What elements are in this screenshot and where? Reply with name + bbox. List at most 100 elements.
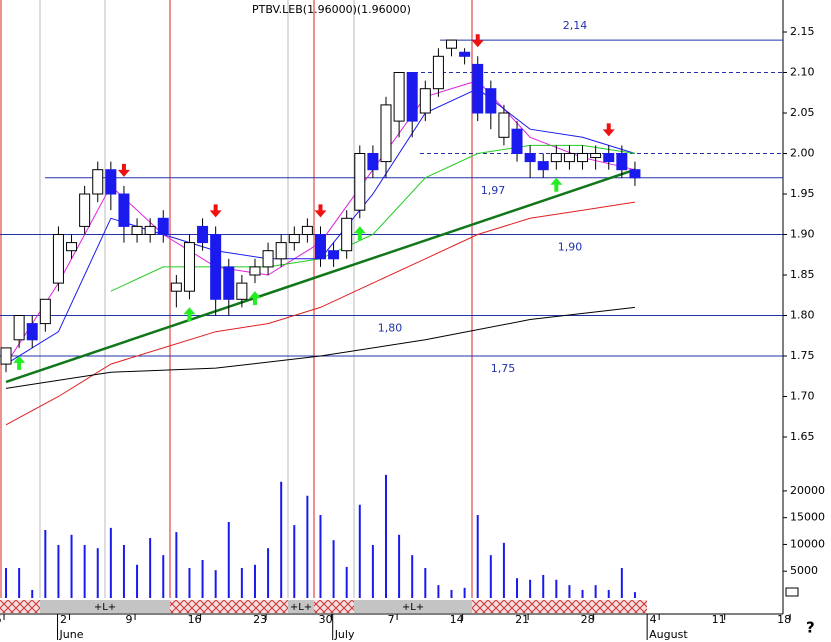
candle-body — [590, 153, 602, 159]
vertical-guides — [0, 0, 473, 598]
candle-body — [459, 51, 471, 57]
candle-body — [367, 153, 379, 171]
candle-body — [550, 153, 562, 163]
candle-body — [432, 55, 444, 90]
y-tick-label: 1.75 — [790, 349, 815, 362]
candle-body — [472, 63, 484, 114]
candle-body — [157, 217, 169, 236]
sell-arrow — [602, 123, 615, 137]
candle-body — [406, 72, 418, 122]
y-tick-label: 1.90 — [790, 228, 815, 241]
candle-body — [79, 193, 91, 227]
x-tick-label: 16 — [188, 613, 202, 626]
moving-average — [110, 144, 636, 292]
candle-body — [524, 153, 536, 163]
month-label: June — [59, 628, 84, 641]
sell-arrow — [471, 34, 484, 48]
help-icon[interactable]: ? — [806, 619, 815, 637]
candle-body — [341, 217, 353, 252]
volume-tick-label: 20000 — [790, 484, 825, 497]
sell-arrow — [314, 204, 327, 218]
candle-body — [393, 72, 405, 122]
volume-tick-label: 5000 — [790, 564, 818, 577]
candle-body — [262, 250, 274, 268]
level-label: 1,90 — [558, 241, 583, 254]
x-tick-label: 14 — [450, 613, 464, 626]
candle-body — [301, 225, 313, 235]
x-tick-label: 6 — [0, 613, 2, 626]
x-tick-label: 9 — [126, 613, 133, 626]
y-tick-label: 1.85 — [790, 268, 815, 281]
y-tick-label: 2.00 — [790, 147, 815, 160]
candle-body — [328, 250, 340, 260]
candle-body — [249, 266, 261, 276]
band-label: +L+ — [402, 602, 424, 613]
candle-body — [197, 225, 209, 244]
band-label: +L+ — [94, 602, 116, 613]
signal-band: +L+ +L+ +L+ — [0, 600, 647, 613]
candle-body — [629, 169, 641, 179]
candle-body — [511, 128, 523, 154]
candle-body — [26, 323, 38, 341]
candle-body — [66, 242, 78, 252]
moving-average — [5, 306, 636, 389]
moving-average — [5, 201, 636, 426]
sell-arrow — [117, 163, 130, 177]
x-tick-label: 28 — [581, 613, 595, 626]
chart-title: PTBV.LEB(1.96000)(1.96000) — [252, 3, 411, 16]
level-label: 1,80 — [378, 322, 403, 335]
candle-body — [92, 169, 104, 195]
candle-body — [13, 315, 25, 341]
scroll-box[interactable] — [785, 587, 799, 597]
band-label: +L+ — [290, 602, 312, 613]
x-tick-label: 11 — [712, 613, 726, 626]
candle-body — [603, 153, 615, 163]
buy-arrow — [13, 355, 26, 370]
candle-body — [419, 88, 431, 114]
x-tick-label: 30 — [319, 613, 333, 626]
y-tick-label: 2.05 — [790, 106, 815, 119]
y-tick-label: 1.65 — [790, 430, 815, 443]
candle-body — [563, 153, 575, 163]
candle-body — [223, 266, 235, 300]
y-tick-label: 1.80 — [790, 309, 815, 322]
level-label: 1,97 — [481, 184, 506, 197]
candle-body — [236, 282, 248, 300]
candle-body — [131, 225, 143, 235]
buy-arrow — [550, 177, 563, 192]
candle-body — [39, 298, 51, 325]
trend-line — [5, 168, 636, 384]
candle-body — [52, 234, 64, 284]
moving-average — [5, 80, 636, 365]
candle-body — [537, 161, 549, 171]
y-tick-label: 1.95 — [790, 187, 815, 200]
x-tick-label: 18 — [777, 613, 791, 626]
x-tick-label: 4 — [650, 613, 657, 626]
candle-body — [485, 88, 497, 114]
month-label: July — [334, 628, 355, 641]
x-tick-label: 23 — [253, 613, 267, 626]
candle-body — [118, 193, 130, 227]
candle-body — [0, 347, 12, 365]
candle-body — [144, 225, 156, 235]
volume-tick-label: 15000 — [790, 511, 825, 524]
x-tick-label: 21 — [515, 613, 529, 626]
candle-body — [577, 153, 589, 163]
candle-body — [314, 234, 326, 260]
candle-body — [288, 234, 300, 244]
candle-body — [380, 104, 392, 163]
buy-arrow — [183, 307, 196, 322]
month-label: August — [649, 628, 688, 641]
candle-body — [105, 169, 117, 195]
buy-arrow — [248, 291, 261, 306]
level-label: 2,14 — [563, 19, 588, 32]
sell-arrow — [209, 204, 222, 218]
candle-body — [170, 282, 182, 292]
y-tick-label: 2.10 — [790, 66, 815, 79]
x-tick-label: 2 — [60, 613, 67, 626]
level-label: 1,75 — [491, 362, 516, 375]
candle-body — [616, 153, 628, 171]
candle-body — [210, 234, 222, 300]
candle-body — [446, 39, 458, 49]
